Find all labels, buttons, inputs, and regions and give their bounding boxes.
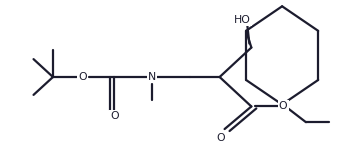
Text: HO: HO: [234, 15, 251, 25]
Text: N: N: [148, 72, 156, 82]
Text: O: O: [110, 111, 119, 121]
Text: O: O: [79, 72, 87, 82]
Text: O: O: [279, 102, 288, 111]
Text: O: O: [216, 133, 225, 143]
